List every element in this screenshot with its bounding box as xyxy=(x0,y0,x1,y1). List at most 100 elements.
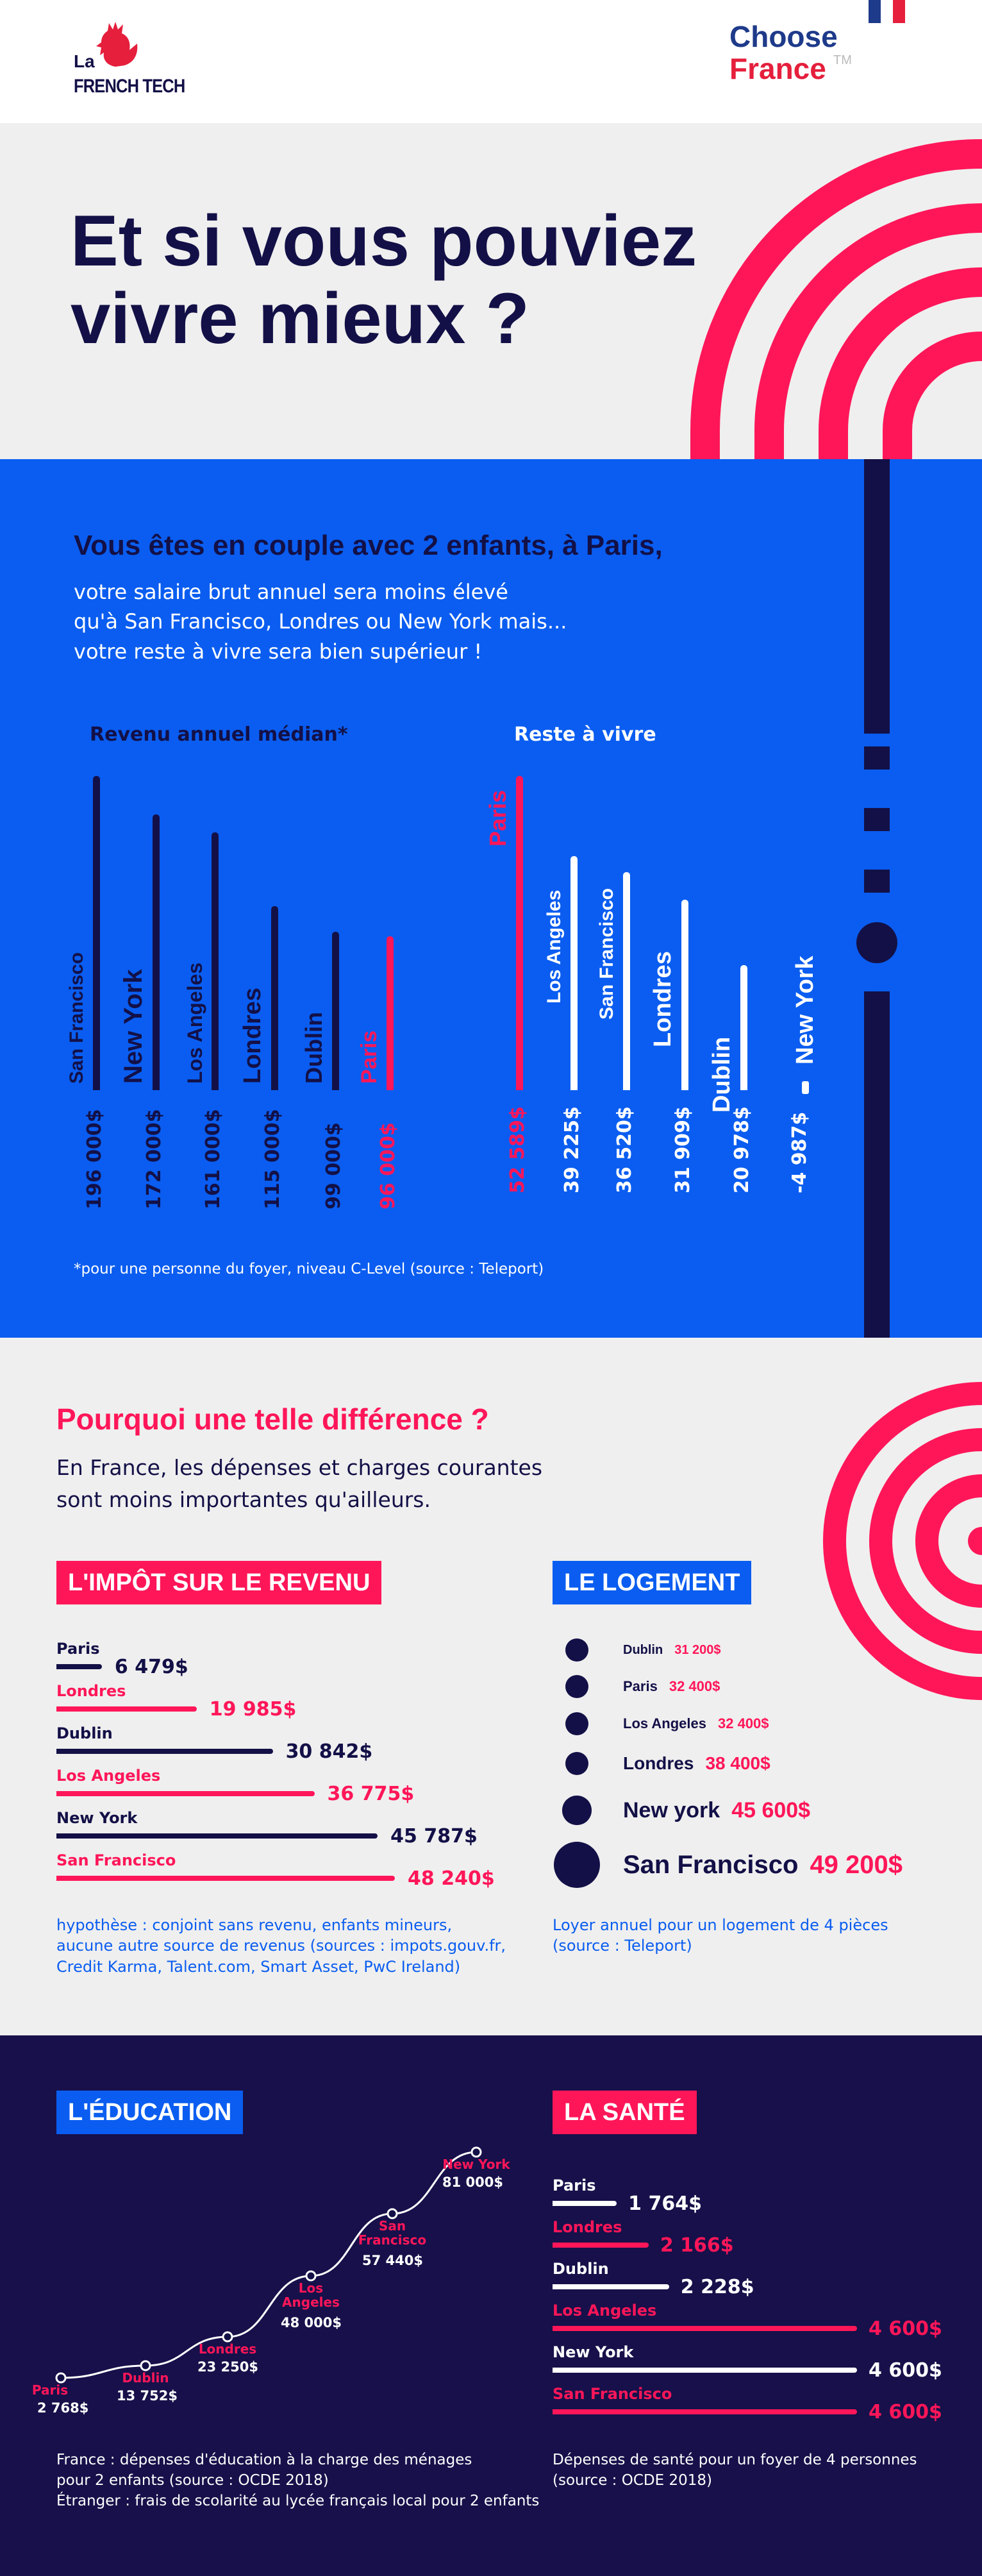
education-city-los-angeles: Los Angeles xyxy=(282,2280,340,2310)
remaining-bar-label-san-francisco: San Francisco xyxy=(596,888,617,1020)
flag-blue-stripe xyxy=(869,0,881,23)
remaining-bar-label-paris: Paris xyxy=(485,789,511,846)
flag-red-stripe xyxy=(893,0,905,23)
remaining-bar-paris xyxy=(516,776,523,1090)
health-bar-paris xyxy=(553,2201,617,2206)
education-value-new-york: 81 000$ xyxy=(442,2175,503,2190)
health-chart: Paris 1 764$ Londres 2 166$ Dublin 2 228$ Los … xyxy=(0,2035,982,2433)
housing-city-san-francisco: San Francisco xyxy=(623,1851,799,1879)
education-city-new-york: New York xyxy=(442,2157,510,2172)
income-chart: San Francisco 196 000$ New York 172 000$ Los… xyxy=(0,459,833,1293)
housing-city-paris: Paris xyxy=(623,1678,658,1694)
education-note-line3: Étranger : frais de scolarité au lycée f… xyxy=(56,2493,540,2510)
hero-section: Et si vous pouviez vivre mieux ? xyxy=(0,123,982,459)
education-value-los-angeles: 48 000$ xyxy=(281,2315,342,2330)
housing-bubble-san-francisco xyxy=(554,1842,600,1888)
education-tag: L'ÉDUCATION xyxy=(56,2091,244,2134)
tax-city-dublin: Dublin xyxy=(56,1724,113,1742)
housing-tag: LE LOGEMENT xyxy=(553,1561,752,1604)
housing-bubble-dublin xyxy=(565,1638,588,1662)
health-city-new-york: New York xyxy=(553,2343,634,2361)
remaining-bar-dublin xyxy=(740,964,747,1090)
page-title-line2: vivre mieux ? xyxy=(71,278,529,358)
track-solid-top xyxy=(864,459,890,734)
housing-value-dublin: 31 200$ xyxy=(674,1643,721,1657)
education-city-londres: Londres xyxy=(199,2341,256,2357)
trademark: TM xyxy=(833,53,852,67)
rooster-logo-icon xyxy=(96,22,138,67)
health-bar-san-francisco xyxy=(553,2409,857,2414)
why-text: En France, les dépenses et charges coura… xyxy=(56,1452,542,1515)
tax-city-paris: Paris xyxy=(56,1640,100,1658)
health-city-san-francisco: San Francisco xyxy=(553,2385,672,2403)
education-value-dublin: 13 752$ xyxy=(117,2388,178,2403)
housing-city-new-york: New york xyxy=(623,1798,720,1823)
housing-note: Loyer annuel pour un logement de 4 pièce… xyxy=(553,1915,888,1957)
education-point-san-francisco xyxy=(387,2208,398,2219)
housing-bubble-paris xyxy=(565,1675,588,1698)
education-point-new-york xyxy=(470,2146,482,2158)
frenchtech-la: La xyxy=(74,51,95,71)
health-city-los-angeles: Los Angeles xyxy=(553,2302,657,2319)
housing-bubble-londres xyxy=(565,1752,588,1775)
remaining-value-new-york: -4 987$ xyxy=(788,1111,811,1193)
remaining-bar-label-new-york: New York xyxy=(792,955,819,1065)
education-value-san-francisco: 57 440$ xyxy=(362,2253,423,2268)
education-note: France : dépenses d'éducation à la charg… xyxy=(56,2450,539,2512)
health-tag: LA SANTÉ xyxy=(553,2091,697,2134)
tax-note-line1: hypothèse : conjoint sans revenu, enfant… xyxy=(56,1916,453,1934)
page-title: Et si vous pouviez vivre mieux ? xyxy=(71,202,697,358)
tax-bar-los-angeles xyxy=(56,1791,315,1796)
remaining-value-los-angeles: 39 225$ xyxy=(561,1106,583,1193)
housing-value-san-francisco: 49 200$ xyxy=(810,1851,903,1879)
health-value-paris: 1 764$ xyxy=(628,2193,702,2215)
remaining-bar-label-los-angeles: Los Angeles xyxy=(544,889,565,1004)
header: La FRENCH TECH Choose France TM xyxy=(0,0,982,123)
income-bar-paris xyxy=(387,936,394,1090)
tax-note: hypothèse : conjoint sans revenu, enfant… xyxy=(56,1915,506,1977)
housing-city-londres: Londres xyxy=(623,1753,694,1773)
education-point-los-angeles xyxy=(305,2270,317,2282)
education-point-paris xyxy=(55,2372,67,2384)
target-rings-decoration-icon xyxy=(823,1382,982,1700)
tax-value-san-francisco: 48 240$ xyxy=(408,1867,495,1890)
tax-note-line3: Credit Karma, Talent.com, Smart Asset, P… xyxy=(56,1957,461,1976)
education-value-paris: 2 768$ xyxy=(37,2400,88,2416)
track-dash-1 xyxy=(864,746,890,770)
health-value-san-francisco: 4 600$ xyxy=(869,2401,942,2423)
remaining-value-londres: 31 909$ xyxy=(672,1106,694,1193)
tax-value-londres: 19 985$ xyxy=(209,1698,297,1721)
remaining-chart: Paris 52 589$ Los Angeles 39 225$ San Franci… xyxy=(0,459,833,1293)
housing-value-londres: 38 400$ xyxy=(705,1753,770,1773)
tax-city-san-francisco: San Francisco xyxy=(56,1851,176,1869)
intro-headline: Vous êtes en couple avec 2 enfants, à Pa… xyxy=(74,530,663,561)
housing-note-line2: (source : Teleport) xyxy=(553,1937,692,1955)
intro-line2: qu'à San Francisco, Londres ou New York … xyxy=(74,609,567,634)
remaining-bar-los-angeles xyxy=(570,855,578,1090)
education-city-paris: Paris xyxy=(32,2382,68,2398)
tax-value-paris: 6 479$ xyxy=(114,1656,188,1678)
income-bar-londres xyxy=(271,905,278,1090)
remaining-bar-label-dublin: Dublin xyxy=(708,1036,735,1113)
housing-chart: Dublin 31 200$ Paris 32 400$ Los Angeles 32 4… xyxy=(0,1338,982,1979)
housing-value-los-angeles: 32 400$ xyxy=(718,1715,769,1731)
income-chart-title: Revenu annuel médian* xyxy=(90,723,348,746)
intro-text: votre salaire brut annuel sera moins éle… xyxy=(74,577,567,666)
health-value-los-angeles: 4 600$ xyxy=(869,2318,942,2340)
income-bar-los-angeles xyxy=(212,832,219,1090)
housing-value-new-york: 45 600$ xyxy=(731,1798,811,1823)
intro-line1: votre salaire brut annuel sera moins éle… xyxy=(74,580,508,604)
remaining-value-dublin: 20 978$ xyxy=(731,1106,753,1193)
remaining-bar-label-londres: Londres xyxy=(649,950,676,1047)
health-value-londres: 2 166$ xyxy=(660,2234,734,2257)
education-chart: Paris 2 768$ Dublin 13 752$ Londres 23 250$ Lo… xyxy=(32,2146,510,2416)
housing-note-line1: Loyer annuel pour un logement de 4 pièce… xyxy=(553,1916,888,1934)
flag-white-stripe xyxy=(881,0,893,23)
education-note-line2: pour 2 enfants (source : OCDE 2018) xyxy=(56,2472,329,2489)
tax-value-los-angeles: 36 775$ xyxy=(327,1783,415,1805)
tax-value-new-york: 45 787$ xyxy=(390,1825,478,1848)
income-section: Vous êtes en couple avec 2 enfants, à Pa… xyxy=(0,459,982,1338)
tax-bar-new-york xyxy=(56,1833,378,1839)
tax-value-dublin: 30 842$ xyxy=(285,1740,373,1763)
tax-bar-san-francisco xyxy=(56,1876,395,1881)
